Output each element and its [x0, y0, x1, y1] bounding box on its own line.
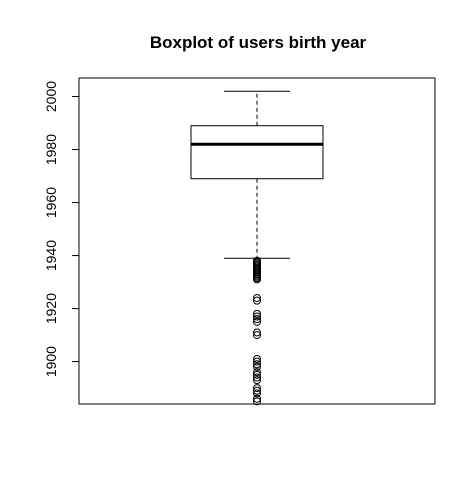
outlier-point — [253, 293, 261, 302]
y-tick-label: 2000 — [43, 81, 59, 112]
outlier-point — [253, 328, 261, 337]
outlier-point — [253, 317, 261, 326]
y-tick-label: 1920 — [43, 293, 59, 324]
outlier-point — [253, 362, 261, 371]
outlier-point — [253, 331, 261, 340]
y-tick-label: 1940 — [43, 240, 59, 271]
outlier-point — [253, 309, 261, 318]
y-tick-label: 1900 — [43, 346, 59, 377]
outlier-point — [253, 357, 261, 366]
outlier-point — [253, 386, 261, 395]
y-tick-label: 1960 — [43, 187, 59, 218]
outlier-point — [253, 373, 261, 382]
iqr-box — [190, 125, 324, 180]
outlier-point — [253, 384, 261, 393]
outlier-point — [253, 368, 261, 377]
y-tick-label: 1980 — [43, 134, 59, 165]
outlier-point — [253, 389, 261, 398]
outlier-point — [253, 394, 261, 403]
outlier-point — [253, 315, 261, 324]
y-axis: 1900 1920 1940 1960 1980 2000 — [43, 81, 80, 377]
outlier-point — [253, 354, 261, 363]
outlier-point — [253, 376, 261, 385]
outlier-point — [253, 296, 261, 305]
box-plot — [190, 90, 324, 259]
chart-title: Boxplot of users birth year — [150, 33, 367, 52]
outlier-points — [253, 256, 261, 406]
outlier-point — [253, 370, 261, 379]
outlier-point — [253, 397, 261, 406]
outlier-point — [253, 360, 261, 369]
outlier-point — [253, 312, 261, 321]
outlier-point — [253, 275, 261, 284]
